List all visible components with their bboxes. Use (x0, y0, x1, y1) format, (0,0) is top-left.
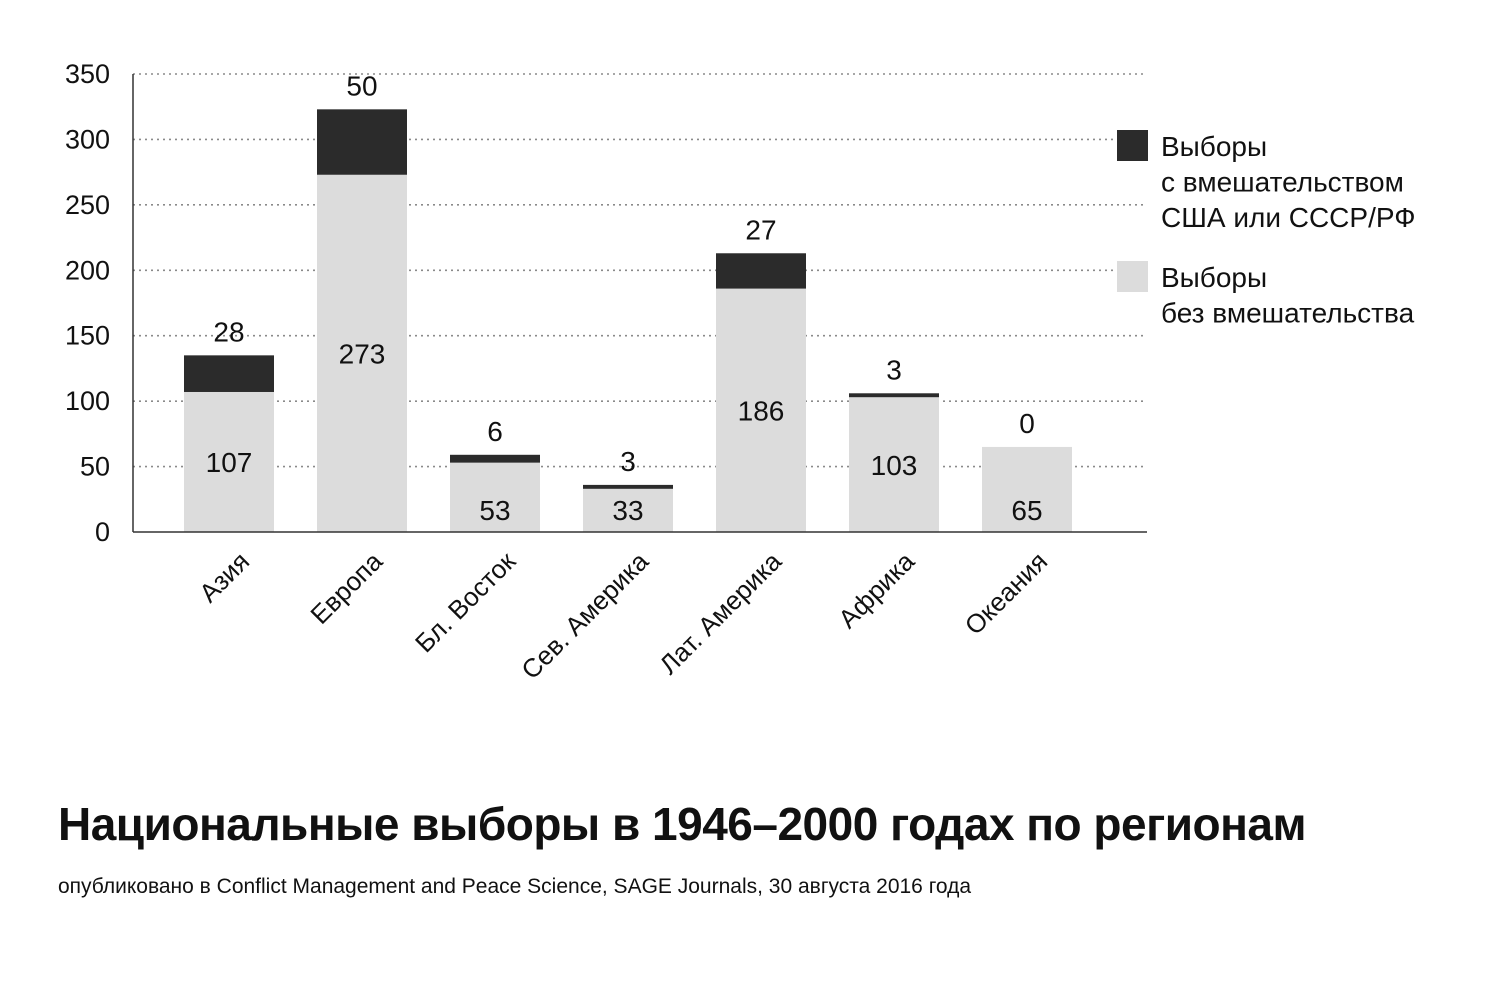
legend-label: Выборы (1161, 131, 1267, 162)
bar-interference-segment (317, 109, 407, 175)
bar-interference-value-label: 50 (346, 70, 377, 101)
y-tick-label: 250 (65, 190, 110, 220)
legend-swatch (1117, 261, 1148, 292)
bar-base-value-label: 186 (738, 395, 785, 426)
legend-label: США или СССР/РФ (1161, 202, 1416, 233)
bar-interference-value-label: 0 (1019, 408, 1035, 439)
legend-label: с вмешательством (1161, 167, 1404, 198)
x-tick-label: Европа (304, 546, 388, 630)
bar-base-value-label: 103 (871, 450, 918, 481)
bar-interference-value-label: 28 (213, 316, 244, 347)
bar-base-value-label: 273 (339, 338, 386, 369)
bar-interference-value-label: 3 (886, 354, 902, 385)
x-tick-label: Бл. Восток (409, 546, 522, 659)
x-tick-label: Азия (193, 546, 255, 608)
bar-base-value-label: 33 (612, 495, 643, 526)
bar-base-segment (583, 488, 673, 532)
bar-interference-segment (583, 484, 673, 489)
y-tick-label: 150 (65, 321, 110, 351)
bar-base-segment (184, 391, 274, 532)
bar-interference-value-label: 3 (620, 446, 636, 477)
y-tick-label: 50 (80, 452, 110, 482)
bar-base-value-label: 107 (206, 447, 253, 478)
x-tick-label: Сев. Америка (515, 546, 654, 685)
bar-interference-segment (849, 393, 939, 398)
bar-base-segment (982, 446, 1072, 532)
x-tick-label: Океания (959, 546, 1054, 641)
x-tick-label: Африка (832, 546, 920, 634)
bar-interference-segment (184, 355, 274, 392)
y-tick-label: 300 (65, 124, 110, 154)
bar-interference-value-label: 6 (487, 416, 503, 447)
bar-base-value-label: 53 (479, 495, 510, 526)
chart-title: Национальные выборы в 1946–2000 годах по… (58, 798, 1307, 850)
y-tick-label: 0 (95, 517, 110, 547)
y-tick-label: 100 (65, 386, 110, 416)
bar-base-segment (716, 288, 806, 532)
x-tick-label: Лат. Америка (653, 546, 787, 680)
bar-base-segment (317, 174, 407, 532)
grid-lines (133, 73, 1147, 468)
y-tick-label: 350 (65, 59, 110, 89)
legend: Выборы с вмешательством США или СССР/РФ Выб… (1117, 130, 1416, 329)
y-axis-ticks: 0 50 100 150 200 250 300 350 (65, 59, 110, 547)
legend-label: без вмешательства (1161, 298, 1415, 329)
bar-base-segment (450, 462, 540, 532)
legend-label: Выборы (1161, 262, 1267, 293)
bar-base-segment (849, 397, 939, 532)
y-tick-label: 200 (65, 255, 110, 285)
bar-interference-value-label: 27 (745, 214, 776, 245)
chart-subtitle: опубликовано в Conflict Management and P… (58, 875, 972, 898)
bar-interference-segment (716, 253, 806, 289)
legend-swatch (1117, 130, 1148, 161)
axes (132, 74, 1147, 533)
bar-interference-segment (450, 454, 540, 463)
bar-base-value-label: 65 (1011, 495, 1042, 526)
